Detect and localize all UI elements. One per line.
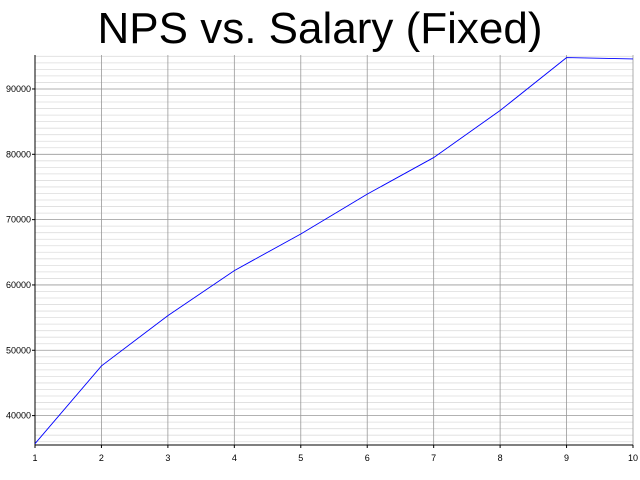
y-tick-label: 80000 bbox=[6, 149, 31, 159]
y-tick-label: 70000 bbox=[6, 215, 31, 225]
x-tick-label: 9 bbox=[564, 453, 569, 463]
major-grid bbox=[34, 55, 634, 445]
x-tick-label: 1 bbox=[32, 453, 37, 463]
axes bbox=[32, 55, 634, 448]
chart-title: NPS vs. Salary (Fixed) bbox=[97, 4, 543, 53]
x-tick-label: 5 bbox=[298, 453, 303, 463]
y-tick-label: 90000 bbox=[6, 84, 31, 94]
x-tick-label: 7 bbox=[431, 453, 436, 463]
x-tick-label: 8 bbox=[498, 453, 503, 463]
y-tick-label: 60000 bbox=[6, 280, 31, 290]
x-tick-label: 6 bbox=[365, 453, 370, 463]
series-layer bbox=[34, 57, 634, 444]
y-tick-label: 40000 bbox=[6, 411, 31, 421]
y-tick-labels: 40000 50000 60000 70000 80000 90000 bbox=[6, 84, 31, 421]
series-line bbox=[34, 57, 634, 444]
x-tick-label: 2 bbox=[99, 453, 104, 463]
x-tick-label: 10 bbox=[628, 453, 638, 463]
minor-grid bbox=[35, 55, 633, 443]
x-tick-label: 4 bbox=[232, 453, 237, 463]
x-tick-labels: 1 2 3 4 5 6 7 8 9 10 bbox=[32, 453, 638, 463]
x-tick-label: 3 bbox=[165, 453, 170, 463]
y-tick-label: 50000 bbox=[6, 345, 31, 355]
